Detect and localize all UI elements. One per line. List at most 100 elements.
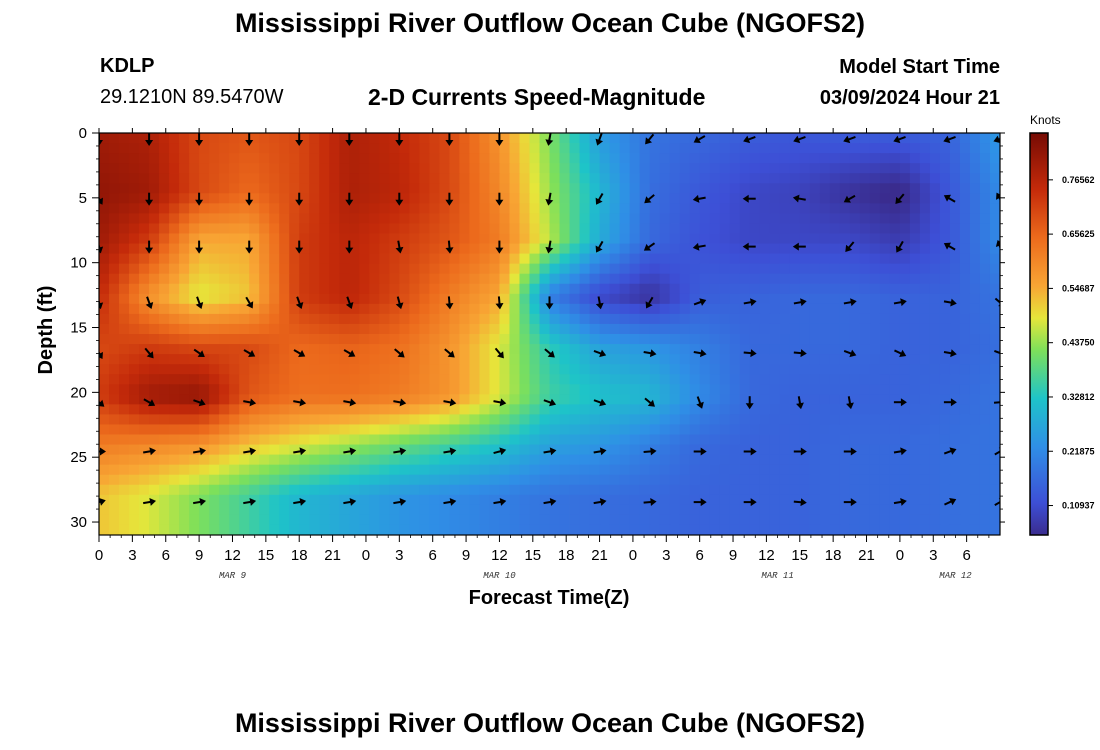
heatmap-cell: [609, 323, 621, 335]
heatmap-cell: [239, 173, 250, 184]
heatmap-cell: [649, 354, 661, 365]
heatmap-cell: [519, 243, 531, 255]
heatmap-cell: [749, 484, 761, 496]
heatmap-cell: [909, 233, 921, 245]
heatmap-cell: [169, 484, 180, 496]
heatmap-cell: [629, 173, 641, 184]
heatmap-cell: [959, 484, 971, 496]
heatmap-cell: [399, 193, 410, 204]
heatmap-cell: [739, 394, 751, 405]
heatmap-cell: [329, 424, 340, 436]
heatmap-cell: [379, 153, 390, 164]
heatmap-cell: [339, 303, 350, 315]
heatmap-cell: [929, 133, 941, 144]
y-tick-label: 30: [70, 514, 87, 531]
heatmap-cell: [199, 374, 210, 385]
heatmap-cell: [319, 434, 330, 446]
heatmap-cell: [289, 504, 300, 516]
heatmap-cell: [369, 303, 380, 315]
heatmap-cell: [279, 484, 290, 496]
heatmap-cell: [279, 364, 290, 375]
heatmap-cell: [659, 364, 671, 375]
heatmap-cell: [299, 263, 310, 275]
heatmap-cell: [249, 494, 260, 506]
heatmap-cell: [819, 494, 831, 506]
heatmap-cell: [139, 233, 150, 245]
heatmap-cell: [759, 143, 771, 154]
heatmap-cell: [539, 524, 551, 535]
heatmap-cell: [699, 283, 711, 295]
heatmap-cell: [429, 223, 440, 235]
heatmap-cell: [779, 283, 791, 295]
heatmap-cell: [979, 334, 991, 345]
heatmap-cell: [709, 143, 721, 154]
heatmap-cell: [399, 364, 410, 375]
heatmap-cell: [549, 494, 561, 506]
heatmap-cell: [569, 524, 581, 535]
heatmap-cell: [149, 424, 160, 436]
heatmap-cell: [129, 524, 140, 535]
heatmap-cell: [159, 163, 170, 174]
heatmap-cell: [429, 354, 440, 365]
heatmap-cell: [549, 223, 561, 235]
heatmap-cell: [659, 293, 671, 305]
heatmap-cell: [459, 374, 471, 385]
heatmap-cell: [219, 384, 230, 395]
heatmap-cell: [169, 313, 180, 325]
heatmap-cell: [879, 133, 891, 144]
heatmap-cell: [719, 213, 731, 225]
heatmap-cell: [489, 444, 501, 456]
heatmap-cell: [779, 133, 791, 144]
heatmap-cell: [439, 514, 450, 526]
heatmap-cell: [459, 394, 471, 405]
heatmap-cell: [599, 374, 611, 385]
heatmap-cell: [139, 163, 150, 174]
heatmap-cell: [279, 193, 290, 204]
heatmap-cell: [759, 163, 771, 174]
current-arrow: [395, 133, 404, 146]
heatmap-cell: [179, 394, 190, 405]
heatmap-cell: [929, 323, 941, 335]
heatmap-cell: [439, 173, 450, 184]
heatmap-cell: [919, 454, 931, 466]
heatmap-cell: [579, 344, 591, 355]
heatmap-cell: [189, 303, 200, 315]
heatmap-cell: [389, 414, 400, 426]
heatmap-cell: [149, 213, 160, 225]
heatmap-cell: [579, 394, 591, 405]
heatmap-cell: [449, 524, 460, 535]
heatmap-cell: [399, 213, 410, 225]
heatmap-cell: [239, 223, 250, 235]
heatmap-cell: [559, 424, 571, 436]
heatmap-cell: [409, 283, 420, 295]
heatmap-cell: [449, 424, 460, 436]
heatmap-cell: [309, 514, 320, 526]
heatmap-cell: [179, 334, 190, 345]
heatmap-cell: [799, 514, 811, 526]
heatmap-cell: [549, 404, 561, 415]
heatmap-cell: [729, 514, 741, 526]
heatmap-cell: [439, 213, 450, 225]
heatmap-cell: [569, 283, 581, 295]
heatmap-cell: [439, 484, 450, 496]
heatmap-cell: [439, 193, 450, 204]
heatmap-cell: [119, 454, 130, 466]
heatmap-cell: [669, 213, 681, 225]
heatmap-cell: [619, 424, 631, 436]
heatmap-cell: [569, 494, 581, 506]
heatmap-cell: [199, 364, 210, 375]
heatmap-cell: [529, 394, 541, 405]
heatmap-cell: [849, 173, 861, 184]
heatmap-cell: [449, 364, 460, 375]
heatmap-cell: [119, 394, 130, 405]
heatmap-cell: [789, 163, 801, 174]
heatmap-cell: [189, 364, 200, 375]
heatmap-cell: [619, 253, 631, 265]
heatmap-cell: [219, 474, 230, 486]
heatmap-cell: [359, 514, 370, 526]
heatmap-cell: [709, 344, 721, 355]
heatmap-cell: [299, 273, 310, 285]
heatmap-cell: [649, 133, 661, 144]
heatmap-cell: [629, 414, 641, 426]
heatmap-cell: [809, 323, 821, 335]
